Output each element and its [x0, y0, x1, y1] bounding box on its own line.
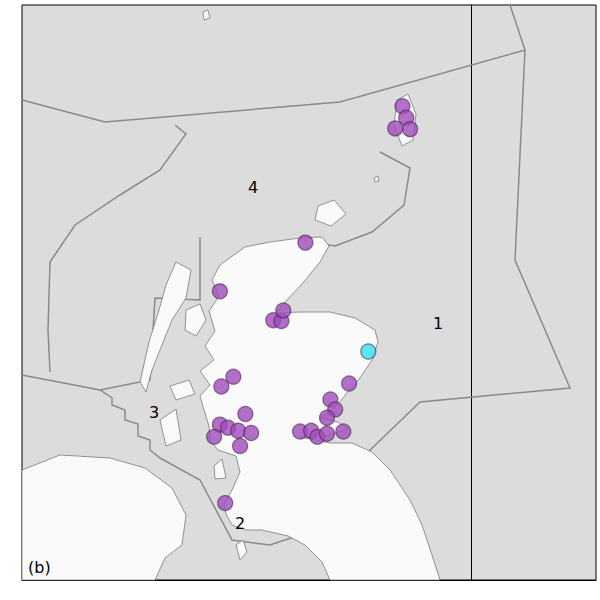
svg-text:2: 2 [235, 514, 245, 533]
svg-text:1: 1 [433, 314, 443, 333]
svg-text:3: 3 [149, 403, 159, 422]
svg-text:4: 4 [248, 178, 258, 197]
svg-text:(b): (b) [28, 558, 51, 577]
